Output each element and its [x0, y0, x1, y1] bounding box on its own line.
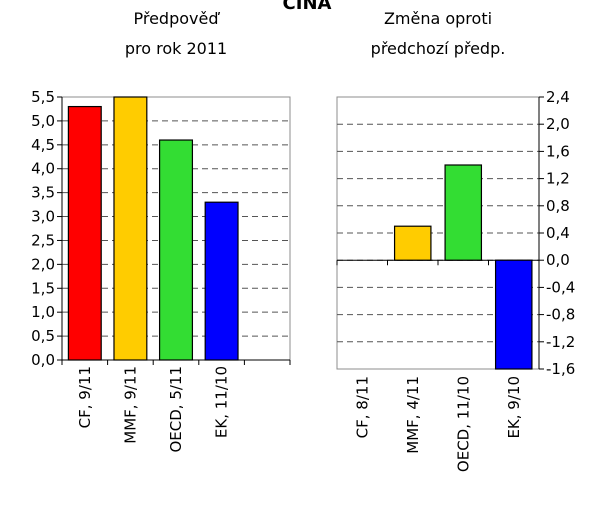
panel-subtitle: předchozí předp.: [371, 39, 506, 58]
y-tick-label: 3,0: [31, 208, 55, 226]
y-tick-label: 3,5: [31, 184, 55, 202]
x-tick-label: CF, 9/11: [76, 366, 94, 428]
y-tick-label: 4,5: [31, 136, 55, 154]
panel-subtitle: Předpověď: [133, 9, 220, 28]
panel-subtitle: pro rok 2011: [125, 39, 227, 58]
y-tick-label: 5,5: [31, 88, 55, 106]
y-tick-label: 0,5: [31, 327, 55, 345]
y-tick-label: 1,5: [31, 279, 55, 297]
y-tick-label: 1,2: [546, 170, 570, 188]
y-tick-label: 2,0: [546, 115, 570, 133]
y-tick-label: 4,0: [31, 160, 55, 178]
y-tick-label: -1,6: [546, 360, 575, 378]
y-tick-label: 1,0: [31, 303, 55, 321]
x-tick-label: EK, 9/10: [505, 376, 523, 439]
y-tick-label: 0,0: [31, 351, 55, 369]
y-tick-label: 2,4: [546, 88, 570, 106]
bar-2: [393, 225, 432, 261]
x-tick-label: MMF, 9/11: [121, 366, 139, 444]
y-tick-label: 2,5: [31, 231, 55, 249]
x-tick-label: OECD, 11/10: [454, 376, 472, 472]
bar-3: [444, 164, 483, 261]
x-tick-label: EK, 11/10: [213, 366, 231, 438]
left-panel: Předpověď pro rok 2011 0,0 0,5 1,0 1,5 2,0 2,5 3…: [31, 9, 291, 453]
y-tick-label: 5,0: [31, 112, 55, 130]
x-tick-label: OECD, 5/11: [167, 366, 185, 453]
bar-1: [67, 105, 102, 361]
panel-subtitle: Změna oproti: [384, 9, 492, 28]
y-tick-label: 1,6: [546, 142, 570, 160]
y-tick-label: -0,4: [546, 278, 575, 296]
bar-3: [158, 139, 194, 361]
y-tick-label: -1,2: [546, 333, 575, 351]
bar-4: [204, 201, 239, 361]
right-panel: Změna oproti předchozí předp. -1,6 -1,2 -0,8…: [336, 9, 575, 472]
y-tick-label: 0,0: [546, 251, 570, 269]
y-tick-label: 2,0: [31, 255, 55, 273]
y-tick-label: 0,8: [546, 197, 570, 215]
x-tick-label: CF, 8/11: [353, 376, 371, 438]
bar-4: [494, 259, 533, 370]
bar-2: [113, 96, 148, 361]
y-tick-label: -0,8: [546, 306, 575, 324]
y-tick-label: 0,4: [546, 224, 570, 242]
x-tick-label: MMF, 4/11: [404, 376, 422, 454]
chart-title: ČÍNA: [283, 0, 332, 14]
